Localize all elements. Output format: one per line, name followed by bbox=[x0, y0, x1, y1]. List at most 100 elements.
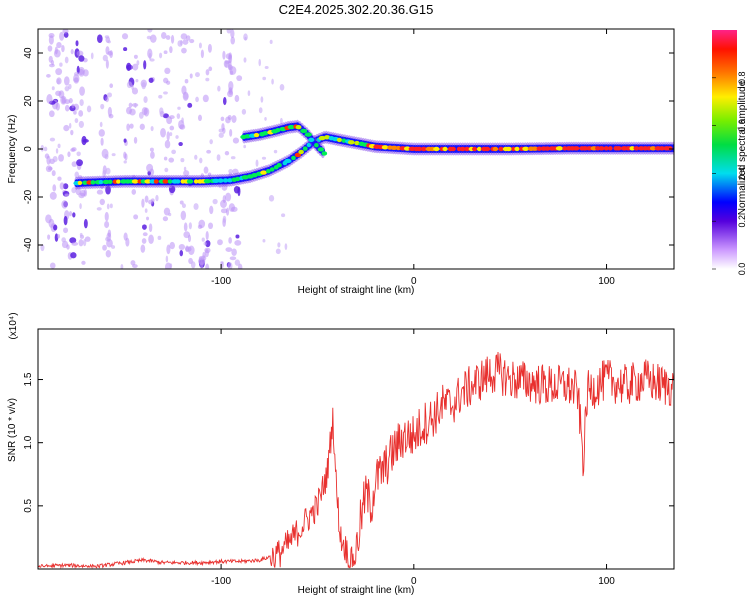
noise-speck bbox=[69, 210, 73, 217]
snr-x-tick-label: 0 bbox=[411, 576, 417, 587]
track-peak bbox=[253, 132, 260, 138]
spectrogram-y-tick-label: 20 bbox=[23, 95, 34, 107]
noise-speck bbox=[48, 35, 54, 45]
noise-speck bbox=[185, 35, 191, 41]
track-peak bbox=[667, 146, 673, 151]
noise-speck bbox=[96, 207, 102, 211]
noise-speck bbox=[73, 71, 80, 77]
track-peak bbox=[162, 179, 169, 184]
noise-speck bbox=[51, 86, 55, 91]
track-peak bbox=[265, 169, 271, 174]
noise-speck bbox=[54, 46, 58, 55]
noise-speck bbox=[133, 136, 138, 144]
track-peak bbox=[276, 163, 282, 168]
noise-speck bbox=[49, 191, 57, 200]
noise-speck bbox=[148, 223, 153, 233]
noise-speck bbox=[104, 35, 110, 39]
track-peak bbox=[484, 146, 491, 152]
noise-speck bbox=[160, 127, 166, 138]
spectrogram-x-tick-label: -100 bbox=[211, 276, 231, 287]
noise-speck bbox=[207, 172, 212, 177]
noise-speck bbox=[203, 241, 207, 246]
noise-speck bbox=[62, 183, 69, 190]
noise-speck bbox=[40, 244, 45, 252]
noise-speck bbox=[73, 78, 79, 82]
noise-speck bbox=[142, 232, 148, 237]
noise-speck bbox=[279, 117, 283, 125]
noise-speck bbox=[220, 261, 224, 265]
noise-speck bbox=[146, 163, 154, 173]
noise-speck bbox=[261, 156, 267, 160]
noise-speck bbox=[244, 36, 247, 41]
noise-speck bbox=[53, 224, 58, 231]
snr-y-tick-label: 0.5 bbox=[23, 498, 34, 512]
noise-speck bbox=[193, 203, 199, 210]
noise-speck bbox=[187, 234, 192, 243]
noise-speck bbox=[73, 110, 77, 115]
noise-speck bbox=[96, 34, 103, 44]
noise-speck bbox=[217, 239, 223, 246]
noise-speck bbox=[228, 89, 233, 95]
noise-speck bbox=[182, 39, 189, 45]
noise-speck bbox=[243, 144, 247, 149]
track-peak bbox=[102, 179, 110, 185]
noise-speck bbox=[230, 29, 235, 39]
noise-speck bbox=[120, 264, 124, 269]
noise-speck bbox=[188, 245, 195, 255]
noise-speck bbox=[76, 50, 84, 57]
noise-speck bbox=[107, 92, 112, 98]
noise-speck bbox=[104, 211, 109, 222]
noise-speck bbox=[83, 218, 88, 229]
noise-speck bbox=[131, 84, 134, 90]
noise-speck bbox=[105, 167, 111, 175]
noise-speck bbox=[255, 159, 259, 167]
noise-speck bbox=[56, 41, 62, 49]
snr-x-tick-label: 100 bbox=[598, 576, 615, 587]
noise-speck bbox=[123, 138, 127, 143]
noise-speck bbox=[148, 52, 152, 60]
noise-speck bbox=[281, 213, 286, 218]
noise-speck bbox=[260, 96, 264, 103]
noise-speck bbox=[100, 137, 104, 146]
track-peak bbox=[235, 176, 241, 182]
noise-speck bbox=[188, 222, 192, 230]
noise-speck bbox=[125, 237, 130, 247]
noise-speck bbox=[106, 203, 110, 210]
noise-speck bbox=[75, 185, 81, 196]
spectrogram-x-tick-label: 0 bbox=[411, 276, 417, 287]
noise-speck bbox=[57, 143, 61, 149]
noise-speck bbox=[109, 83, 114, 89]
colorbar-ticks: 0.0 0.2 0.4 0.6 0.8 bbox=[712, 72, 747, 275]
noise-speck bbox=[55, 68, 63, 76]
noise-speck bbox=[139, 123, 145, 130]
colorbar-tick-label: 0.4 bbox=[737, 167, 747, 180]
noise-speck bbox=[64, 85, 70, 92]
noise-speck bbox=[78, 55, 85, 62]
noise-speck bbox=[79, 203, 82, 210]
noise-speck bbox=[222, 127, 226, 134]
noise-speck bbox=[203, 166, 209, 174]
noise-speck bbox=[141, 198, 145, 208]
noise-speck bbox=[228, 63, 231, 70]
noise-speck bbox=[150, 151, 155, 159]
spectrogram-x-tick-label: 100 bbox=[598, 276, 615, 287]
noise-speck bbox=[205, 240, 211, 248]
noise-speck bbox=[183, 170, 190, 177]
track-peak bbox=[77, 180, 83, 186]
noise-speck bbox=[123, 160, 127, 164]
track-peak bbox=[287, 124, 295, 130]
noise-speck bbox=[141, 82, 146, 90]
colorbar-tick-label: 0.2 bbox=[737, 215, 747, 228]
track-peak bbox=[98, 179, 104, 185]
noise-speck bbox=[228, 54, 233, 64]
noise-speck bbox=[158, 94, 163, 99]
noise-speck bbox=[208, 66, 213, 72]
noise-speck bbox=[63, 215, 68, 226]
noise-speck bbox=[226, 29, 232, 34]
track-peak bbox=[464, 146, 471, 152]
noise-speck bbox=[159, 52, 163, 59]
noise-speck bbox=[223, 97, 227, 106]
noise-speck bbox=[284, 243, 288, 251]
noise-speck bbox=[166, 131, 170, 141]
noise-speck bbox=[68, 83, 72, 90]
